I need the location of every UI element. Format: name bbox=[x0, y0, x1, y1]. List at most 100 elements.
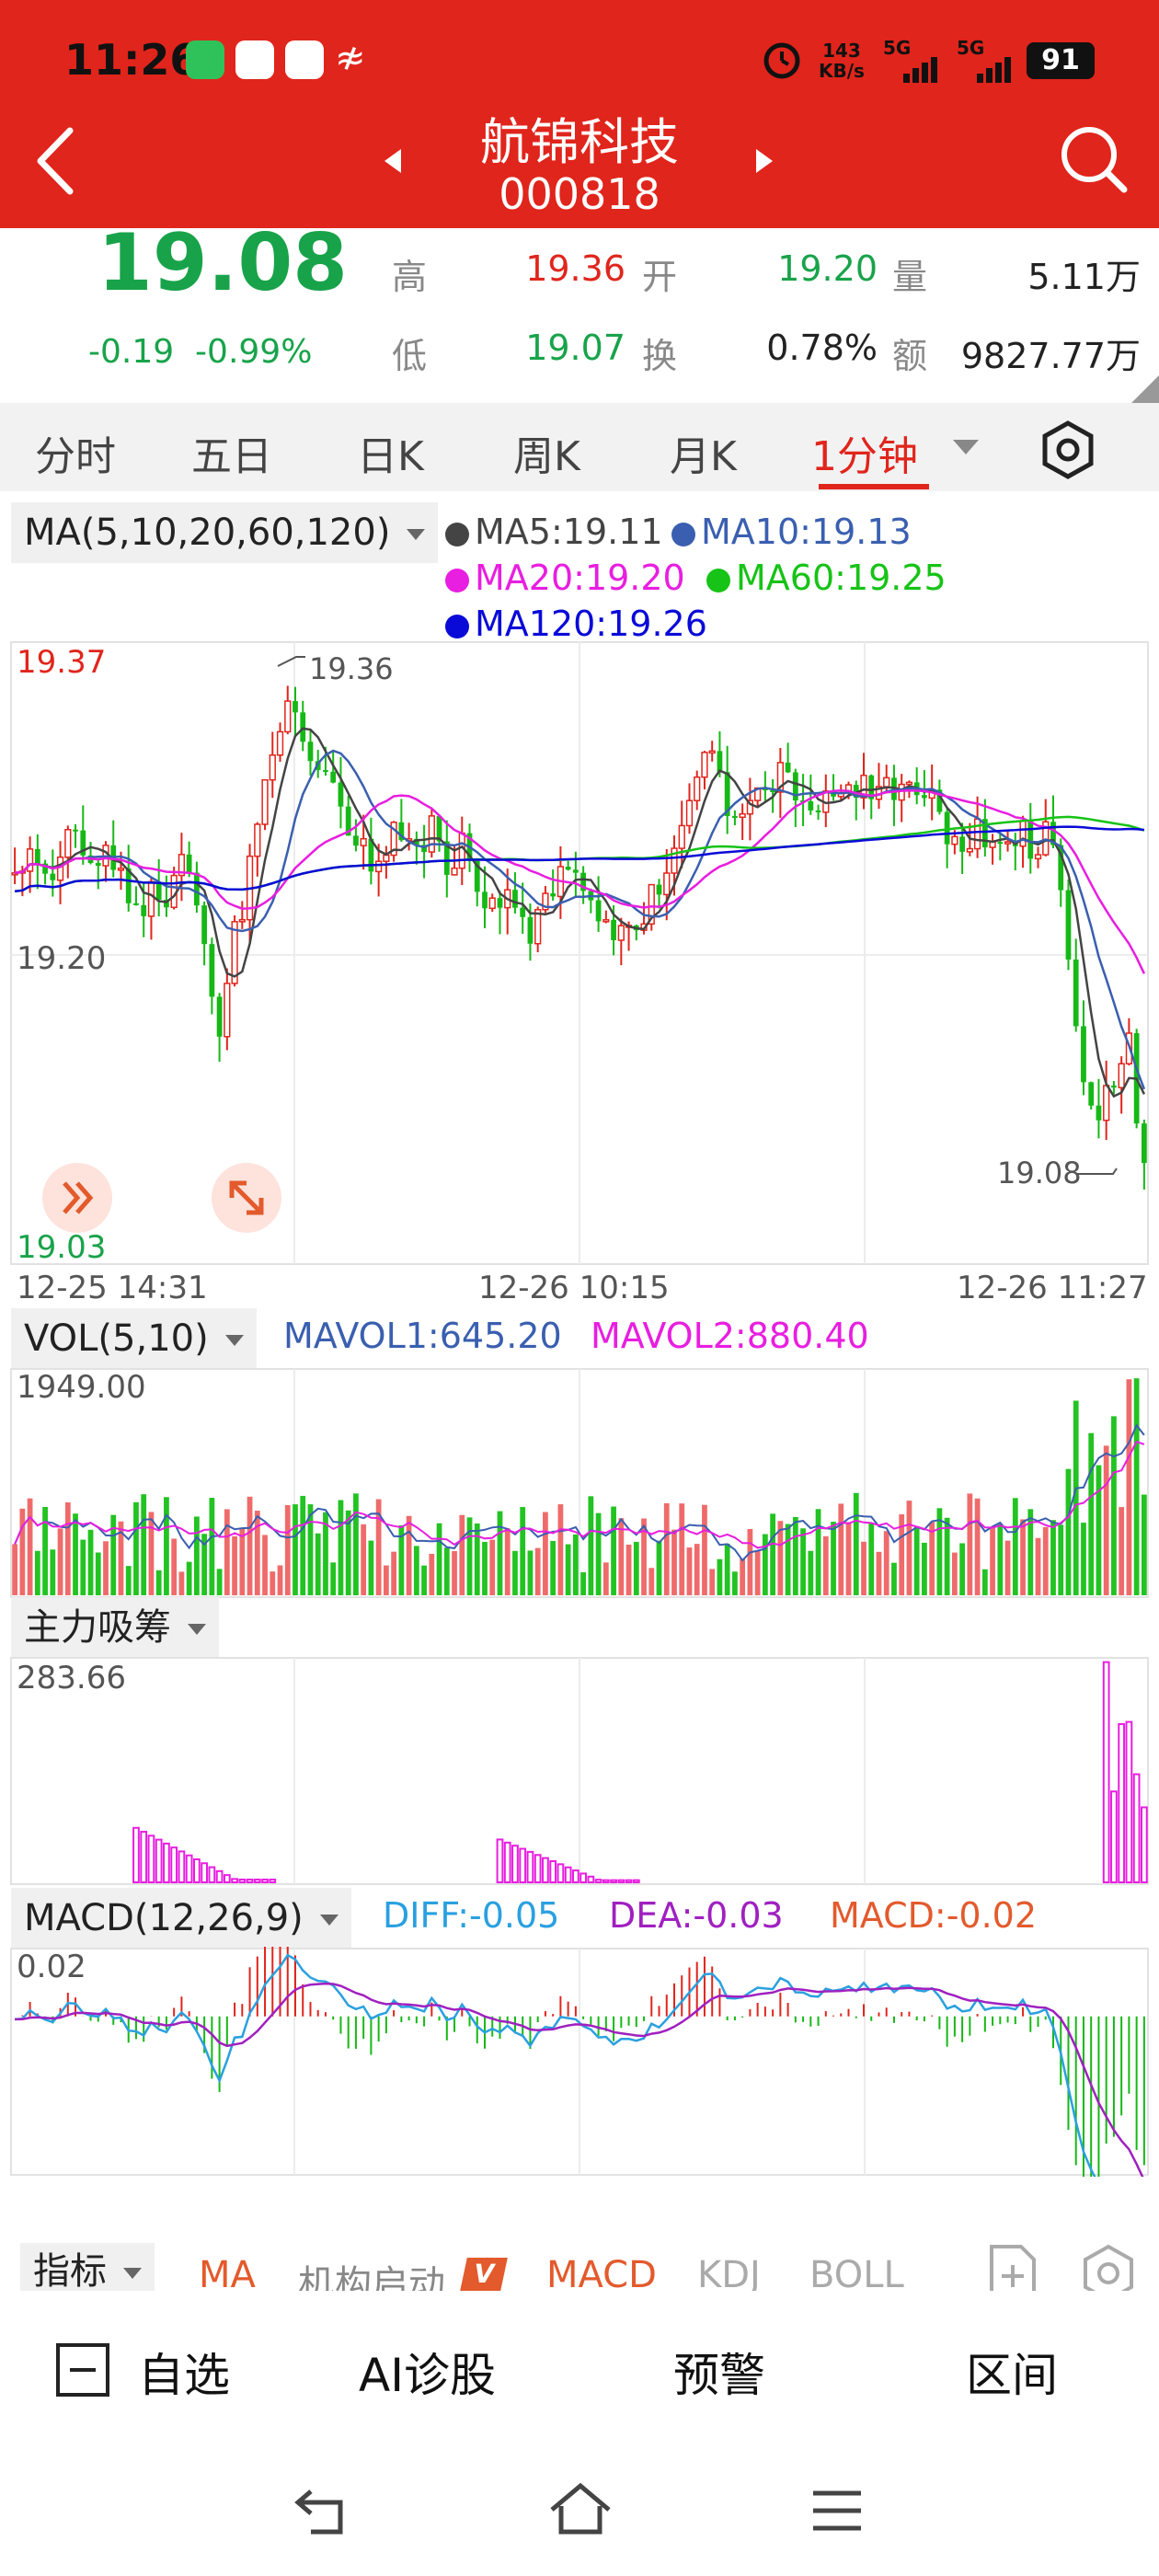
volume-bar bbox=[368, 1540, 374, 1595]
volume-bar bbox=[543, 1512, 548, 1595]
ma5-line bbox=[14, 727, 1146, 1098]
main-force-bar bbox=[170, 1846, 178, 1883]
indicator-menu-button[interactable]: 指标 bbox=[20, 2243, 155, 2300]
candle-body bbox=[792, 772, 798, 800]
vol-selector[interactable]: VOL(5,10) bbox=[11, 1308, 257, 1369]
menu-nav-icon[interactable] bbox=[809, 2488, 865, 2534]
watchlist-button[interactable]: 自选 bbox=[138, 2349, 230, 2402]
chevron-down-icon bbox=[123, 2268, 142, 2279]
candle-body bbox=[973, 818, 981, 850]
candle-body bbox=[981, 819, 988, 848]
candle-body bbox=[1019, 820, 1027, 847]
back-button[interactable] bbox=[28, 120, 83, 202]
volume-bar bbox=[572, 1534, 579, 1595]
main-force-bar bbox=[496, 1838, 504, 1884]
volume-bar bbox=[1027, 1509, 1034, 1595]
tab-weekly-k[interactable]: 周K bbox=[513, 433, 580, 480]
back-nav-icon[interactable] bbox=[293, 2484, 353, 2539]
main-force-bar bbox=[557, 1863, 565, 1884]
macd-chart[interactable] bbox=[0, 1947, 1159, 2177]
volume-bar bbox=[602, 1562, 609, 1595]
net-speed: 143 KB/s bbox=[819, 40, 865, 82]
volume-bar bbox=[209, 1498, 215, 1595]
corner-expand-icon[interactable] bbox=[1131, 375, 1159, 403]
volume-bar bbox=[239, 1528, 246, 1595]
chevron-down-icon bbox=[224, 1335, 244, 1346]
tab-monthly-k[interactable]: 月K bbox=[670, 433, 737, 480]
volume-bar bbox=[118, 1521, 124, 1595]
volume-bar bbox=[293, 1504, 298, 1595]
indicator-tab-macd[interactable]: MACD bbox=[546, 2254, 657, 2296]
candle-body bbox=[293, 701, 298, 713]
volume-bar bbox=[1004, 1540, 1011, 1595]
candle-body bbox=[330, 771, 337, 783]
volume-bar bbox=[361, 1524, 367, 1595]
range-button[interactable]: 区间 bbox=[966, 2349, 1058, 2402]
candle-body bbox=[224, 983, 231, 1038]
candle-body bbox=[34, 848, 40, 864]
low-marker: 19.08 bbox=[997, 1156, 1082, 1190]
candle-body bbox=[360, 837, 367, 846]
indicator-tab-kdj[interactable]: KDJ bbox=[697, 2254, 761, 2296]
volume-bar bbox=[383, 1565, 389, 1595]
candle-body bbox=[269, 754, 276, 781]
header-bar bbox=[0, 0, 1159, 228]
volume-bar bbox=[838, 1503, 844, 1595]
volume-chart[interactable] bbox=[0, 1367, 1159, 1599]
volume-bar bbox=[178, 1571, 185, 1595]
next-stock-arrow[interactable] bbox=[752, 147, 775, 175]
candle-body bbox=[1004, 841, 1012, 845]
ai-diagnosis-button[interactable]: AI诊股 bbox=[359, 2349, 496, 2402]
volume-bar bbox=[1065, 1468, 1072, 1595]
home-nav-icon[interactable] bbox=[548, 2480, 613, 2539]
alert-button[interactable]: 预警 bbox=[673, 2349, 765, 2402]
ma-selector[interactable]: MA(5,10,20,60,120) bbox=[11, 502, 439, 563]
main-force-bar bbox=[571, 1869, 580, 1884]
dea-line bbox=[15, 1982, 1144, 2177]
period-dropdown-icon[interactable] bbox=[953, 440, 979, 454]
remove-watchlist-icon[interactable] bbox=[55, 2342, 110, 2398]
low-value: 19.07 bbox=[525, 328, 625, 368]
add-indicator-icon[interactable] bbox=[982, 2243, 1041, 2302]
tab-one-minute[interactable]: 1分钟 bbox=[811, 433, 918, 480]
candle-body bbox=[353, 835, 359, 846]
tab-daily-k[interactable]: 日K bbox=[357, 433, 424, 480]
main-force-bar bbox=[147, 1834, 155, 1883]
bestflow-app-icon bbox=[235, 40, 274, 79]
chart-settings-icon[interactable] bbox=[1038, 420, 1098, 480]
ma20-legend: MA20:19.20 bbox=[445, 558, 685, 598]
volume-bar bbox=[845, 1522, 852, 1595]
volume-bar bbox=[831, 1522, 836, 1595]
volume-bar bbox=[1111, 1416, 1117, 1595]
main-force-selector[interactable]: 主力吸筹 bbox=[11, 1597, 219, 1658]
tab-five-day[interactable]: 五日 bbox=[191, 433, 272, 480]
volume-bar bbox=[1050, 1520, 1056, 1595]
volume-bar bbox=[1119, 1507, 1125, 1595]
expand-icon[interactable] bbox=[210, 1161, 283, 1235]
candle-body bbox=[42, 863, 48, 874]
mavol2-line bbox=[14, 1440, 1145, 1549]
tab-timeshare[interactable]: 分时 bbox=[35, 433, 116, 480]
volume-bar bbox=[232, 1535, 237, 1595]
main-force-bar bbox=[526, 1850, 534, 1883]
volume-bar bbox=[1096, 1465, 1102, 1595]
volume-bar bbox=[702, 1504, 707, 1595]
candle-body bbox=[383, 854, 390, 862]
candlestick-chart[interactable] bbox=[0, 640, 1159, 1266]
volume-bar bbox=[330, 1562, 337, 1595]
search-icon[interactable] bbox=[1056, 121, 1130, 195]
macd-selector[interactable]: MACD(12,26,9) bbox=[11, 1888, 351, 1949]
candle-body bbox=[451, 867, 458, 876]
prev-stock-arrow[interactable] bbox=[383, 147, 405, 175]
main-force-chart[interactable] bbox=[0, 1656, 1159, 1886]
indicator-tab-ma[interactable]: MA bbox=[199, 2254, 256, 2296]
volume-bar bbox=[270, 1571, 276, 1595]
indicator-tab-boll[interactable]: BOLL bbox=[809, 2254, 904, 2296]
volume-bar bbox=[87, 1529, 94, 1595]
volume-bar bbox=[1141, 1494, 1147, 1595]
main-force-bar bbox=[201, 1862, 209, 1884]
fast-forward-icon[interactable] bbox=[40, 1161, 114, 1235]
volume-bar bbox=[997, 1524, 1004, 1595]
chevron-down-icon bbox=[407, 529, 426, 540]
volume-bar bbox=[1103, 1445, 1109, 1595]
